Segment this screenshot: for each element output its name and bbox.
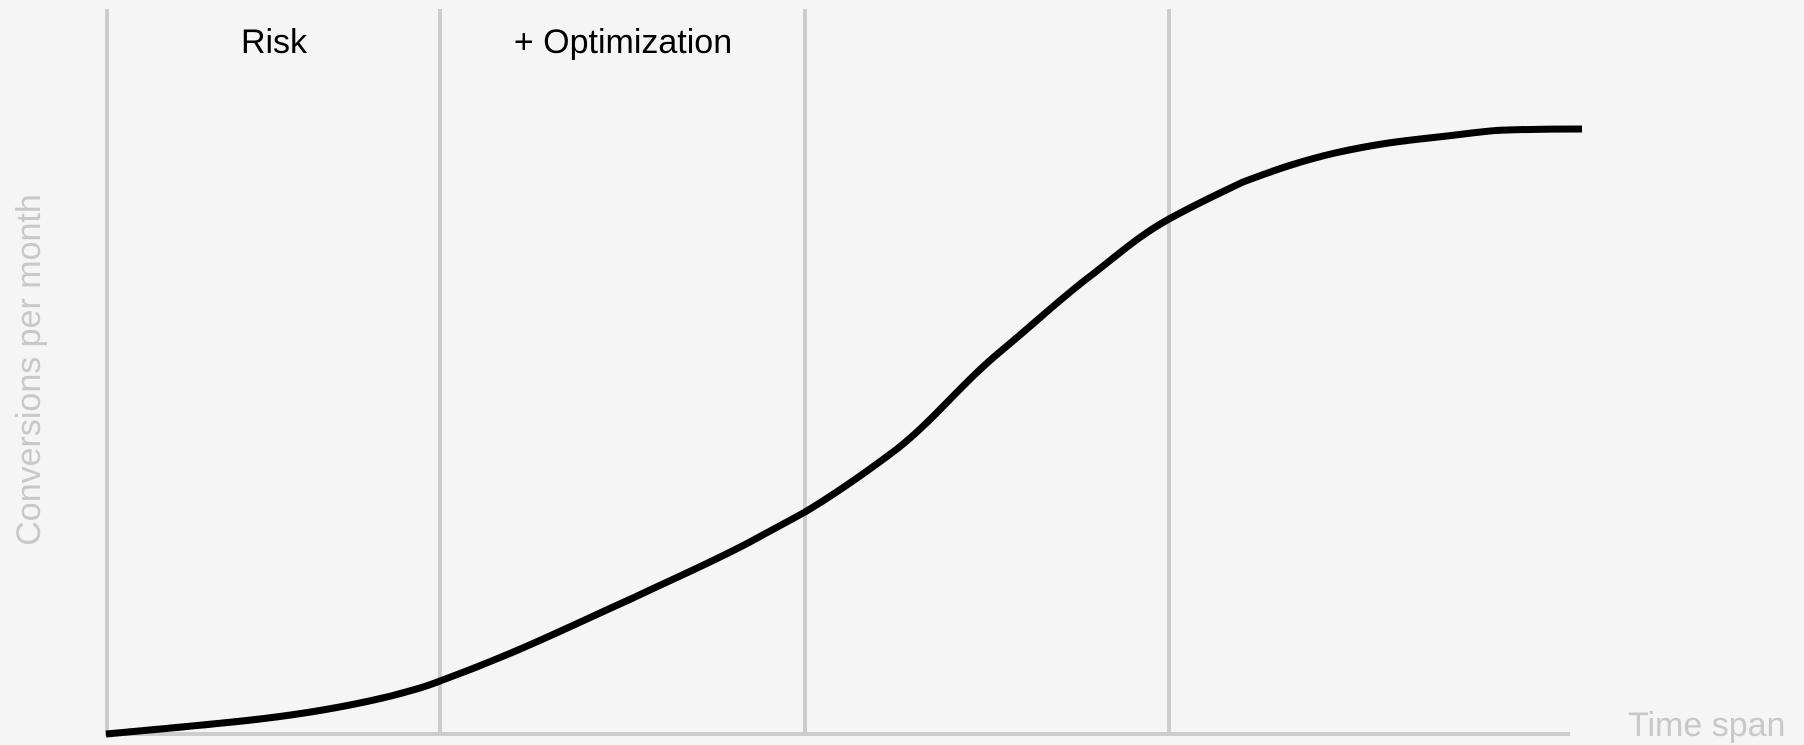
x-axis-label: Time span	[1628, 706, 1785, 744]
y-axis-label: Conversions per month	[10, 194, 48, 546]
phase-label: Risk	[241, 23, 308, 61]
growth-curve	[105, 125, 1583, 738]
phase-label: + Optimization	[514, 23, 732, 61]
